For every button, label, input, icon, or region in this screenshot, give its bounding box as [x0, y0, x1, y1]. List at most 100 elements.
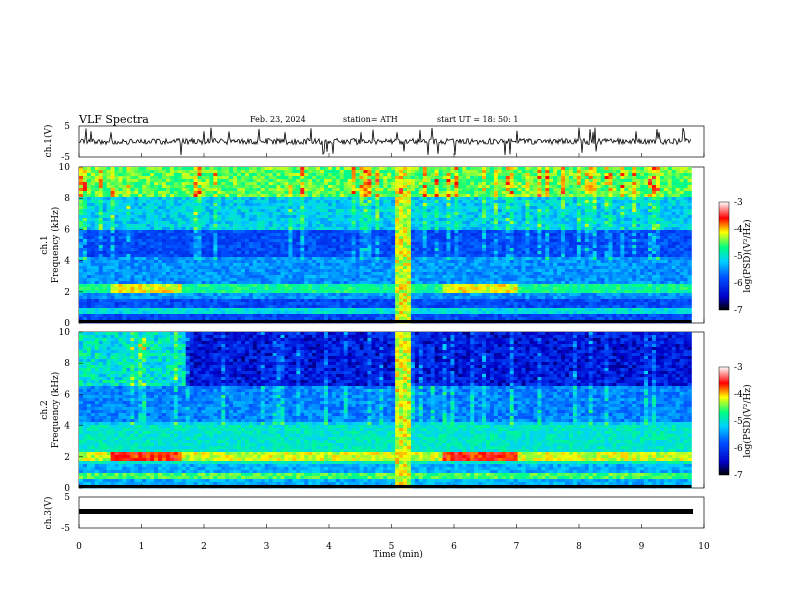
heatmap-cell	[320, 248, 325, 252]
heatmap-cell	[438, 281, 443, 285]
heatmap-cell	[414, 212, 420, 216]
heatmap-cell	[296, 311, 301, 315]
heatmap-cell	[347, 239, 352, 243]
heatmap-cell	[114, 218, 119, 222]
heatmap-cell	[185, 278, 190, 282]
heatmap-cell	[122, 260, 127, 264]
heatmap-cell	[110, 293, 115, 297]
heatmap-cell	[403, 212, 408, 216]
heatmap-cell	[410, 314, 416, 318]
heatmap-cell	[391, 311, 396, 315]
heatmap-cell	[422, 284, 428, 288]
heatmap-cell	[430, 245, 435, 249]
heatmap-cell	[252, 302, 258, 306]
heatmap-cell	[130, 275, 135, 279]
heatmap-cell	[316, 290, 321, 294]
heatmap-cell	[90, 308, 96, 312]
heatmap-cell	[339, 188, 345, 192]
heatmap-cell	[126, 176, 131, 180]
heatmap-cell	[422, 182, 428, 186]
heatmap-cell	[422, 272, 428, 276]
heatmap-cell	[233, 269, 238, 273]
heatmap-cell	[426, 179, 431, 183]
heatmap-cell	[260, 182, 266, 186]
heatmap-cell	[327, 281, 333, 285]
heatmap-cell	[150, 308, 155, 312]
heatmap-cell	[347, 263, 352, 267]
heatmap-cell	[339, 263, 345, 267]
heatmap-cell	[205, 221, 210, 225]
heatmap-cell	[272, 221, 277, 225]
heatmap-cell	[161, 308, 167, 312]
heatmap-cell	[355, 194, 360, 198]
heatmap-cell	[395, 185, 400, 189]
heatmap-cell	[90, 299, 96, 303]
heatmap-cell	[237, 215, 242, 219]
heatmap-cell	[312, 278, 317, 282]
heatmap-cell	[422, 224, 428, 228]
heatmap-cell	[79, 266, 84, 270]
heatmap-cell	[414, 266, 420, 270]
heatmap-cell	[395, 194, 400, 198]
heatmap-cell	[351, 263, 356, 267]
heatmap-cell	[217, 236, 222, 240]
heatmap-cell	[154, 290, 159, 294]
heatmap-cell	[98, 281, 104, 285]
heatmap-cell	[395, 173, 400, 177]
heatmap-cell	[225, 305, 230, 309]
heatmap-cell	[158, 215, 163, 219]
heatmap-cell	[359, 257, 364, 261]
heatmap-cell	[395, 275, 400, 279]
heatmap-cell	[221, 239, 226, 243]
heatmap-cell	[367, 293, 372, 297]
heatmap-cell	[106, 275, 111, 279]
heatmap-cell	[403, 185, 408, 189]
heatmap-cell	[343, 221, 349, 225]
heatmap-cell	[185, 227, 190, 231]
heatmap-cell	[233, 275, 238, 279]
heatmap-cell	[79, 236, 84, 240]
heatmap-cell	[114, 188, 119, 192]
heatmap-cell	[320, 296, 325, 300]
heatmap-cell	[102, 257, 107, 261]
heatmap-cell	[454, 194, 459, 198]
heatmap-cell	[256, 269, 262, 273]
heatmap-cell	[256, 248, 262, 252]
heatmap-cell	[225, 233, 230, 237]
heatmap-cell	[201, 308, 206, 312]
heatmap-cell	[146, 290, 151, 294]
heatmap-cell	[102, 185, 107, 189]
heatmap-cell	[371, 263, 376, 267]
heatmap-cell	[359, 167, 364, 171]
heatmap-cell	[391, 284, 396, 288]
heatmap-cell	[442, 227, 447, 231]
heatmap-cell	[110, 290, 115, 294]
heatmap-cell	[221, 290, 226, 294]
heatmap-cell	[434, 221, 439, 225]
heatmap-cell	[438, 218, 443, 222]
heatmap-cell	[197, 242, 202, 246]
heatmap-cell	[237, 245, 242, 249]
heatmap-cell	[193, 185, 198, 189]
heatmap-cell	[229, 218, 234, 222]
heatmap-cell	[300, 308, 305, 312]
heatmap-cell	[276, 272, 281, 276]
heatmap-cell	[161, 197, 167, 201]
heatmap-cell	[371, 179, 376, 183]
heatmap-cell	[288, 311, 293, 315]
heatmap-cell	[308, 287, 313, 291]
heatmap-cell	[430, 221, 435, 225]
heatmap-cell	[165, 188, 171, 192]
heatmap-cell	[434, 170, 439, 174]
heatmap-cell	[248, 209, 254, 213]
heatmap-cell	[410, 209, 416, 213]
heatmap-cell	[308, 272, 313, 276]
heatmap-cell	[146, 302, 151, 306]
heatmap-cell	[280, 194, 285, 198]
heatmap-cell	[292, 305, 297, 309]
heatmap-cell	[114, 275, 119, 279]
heatmap-cell	[244, 305, 250, 309]
heatmap-cell	[391, 248, 396, 252]
heatmap-cell	[173, 212, 179, 216]
heatmap-cell	[308, 188, 313, 192]
